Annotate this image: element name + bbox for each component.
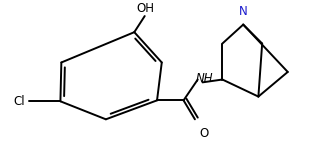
Text: NH: NH (196, 72, 214, 85)
Text: Cl: Cl (13, 95, 25, 108)
Text: OH: OH (137, 2, 155, 15)
Text: O: O (200, 127, 209, 140)
Text: N: N (239, 5, 248, 18)
